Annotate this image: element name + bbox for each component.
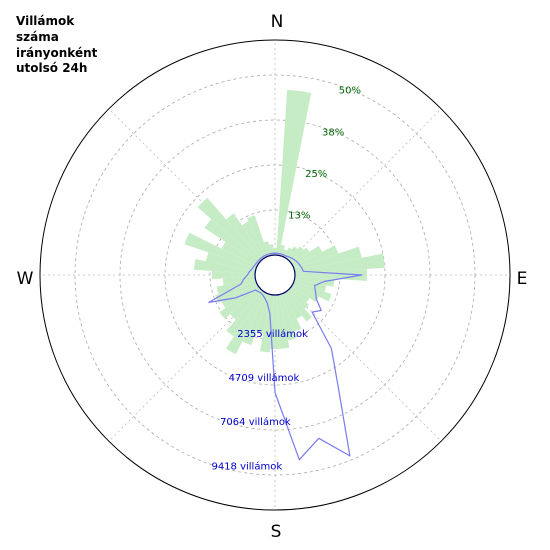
percent-bar-43 — [226, 213, 264, 260]
compass-west: W — [17, 269, 34, 289]
percent-ring-label-3: 38% — [322, 127, 344, 138]
percent-bar-12 — [294, 268, 367, 282]
spoke-45 — [288, 108, 442, 262]
percent-bar-30 — [230, 288, 262, 320]
percent-bar-25 — [259, 294, 274, 353]
percent-bar-14 — [293, 278, 327, 292]
percent-bars-layer — [184, 89, 385, 355]
percent-bar-44 — [241, 221, 267, 259]
title-line-2: száma — [16, 30, 59, 44]
percent-bar-28 — [225, 291, 267, 355]
center-circle — [254, 254, 296, 296]
outer-ring — [39, 39, 511, 511]
percent-bar-33 — [215, 281, 258, 303]
spoke-135 — [288, 288, 442, 442]
percent-ring-label-4: 50% — [339, 86, 361, 97]
percent-bar-29 — [226, 290, 264, 337]
percent-bar-11 — [294, 253, 385, 274]
percent-bar-10 — [293, 246, 362, 272]
percent-bar-0 — [273, 247, 277, 256]
percent-bar-38 — [205, 252, 257, 272]
compass-north: N — [271, 12, 284, 32]
percent-bar-8 — [291, 245, 322, 267]
title-line-3: irányonként — [16, 46, 98, 60]
percent-bar-40 — [221, 241, 259, 267]
percent-bar-24 — [270, 294, 280, 349]
count-ring-label-1: 2355 villámok — [237, 328, 308, 340]
percent-bar-31 — [219, 286, 260, 320]
count-ring-label-4: 9418 villámok — [211, 460, 282, 472]
percent-labels-layer: 13% 25% 38% 50% — [288, 86, 361, 222]
percent-bar-47 — [268, 244, 274, 256]
count-line-layer — [208, 252, 363, 461]
percent-bar-41 — [204, 219, 260, 264]
title-line-4: utolsó 24h — [16, 61, 87, 75]
percent-bar-42 — [197, 197, 262, 262]
percent-bar-15 — [292, 281, 332, 302]
percent-bar-13 — [294, 276, 335, 287]
percent-bar-18 — [288, 288, 309, 309]
percent-bar-36 — [211, 270, 256, 280]
percent-ring-label-2: 25% — [305, 169, 327, 180]
percent-bar-27 — [242, 292, 269, 346]
percent-bar-20 — [283, 291, 303, 319]
compass-south: S — [271, 522, 282, 542]
compass-east: E — [517, 269, 528, 289]
title-line-1: Villámok — [16, 14, 75, 28]
percent-bar-16 — [291, 283, 319, 303]
percent-bar-19 — [286, 290, 312, 322]
percent-bar-37 — [193, 259, 256, 274]
count-ring-label-2: 4709 villámok — [229, 372, 300, 384]
percent-bar-9 — [292, 245, 339, 269]
percent-bar-35 — [222, 276, 256, 286]
percent-bar-46 — [263, 241, 272, 257]
count-ring-label-3: 7064 villámok — [220, 416, 291, 428]
percent-bar-17 — [290, 286, 310, 303]
percent-bar-22 — [278, 293, 297, 341]
count-labels-layer: 2355 villámok 4709 villámok 7064 villámok 9… — [211, 328, 308, 473]
percent-ring-label-1: 13% — [288, 211, 310, 222]
percent-bar-23 — [276, 294, 290, 349]
percent-bar-39 — [184, 232, 258, 269]
percent-bar-45 — [247, 215, 269, 258]
percent-bar-1 — [276, 89, 312, 256]
percent-bar-21 — [281, 292, 302, 332]
count-series-line — [208, 252, 363, 461]
